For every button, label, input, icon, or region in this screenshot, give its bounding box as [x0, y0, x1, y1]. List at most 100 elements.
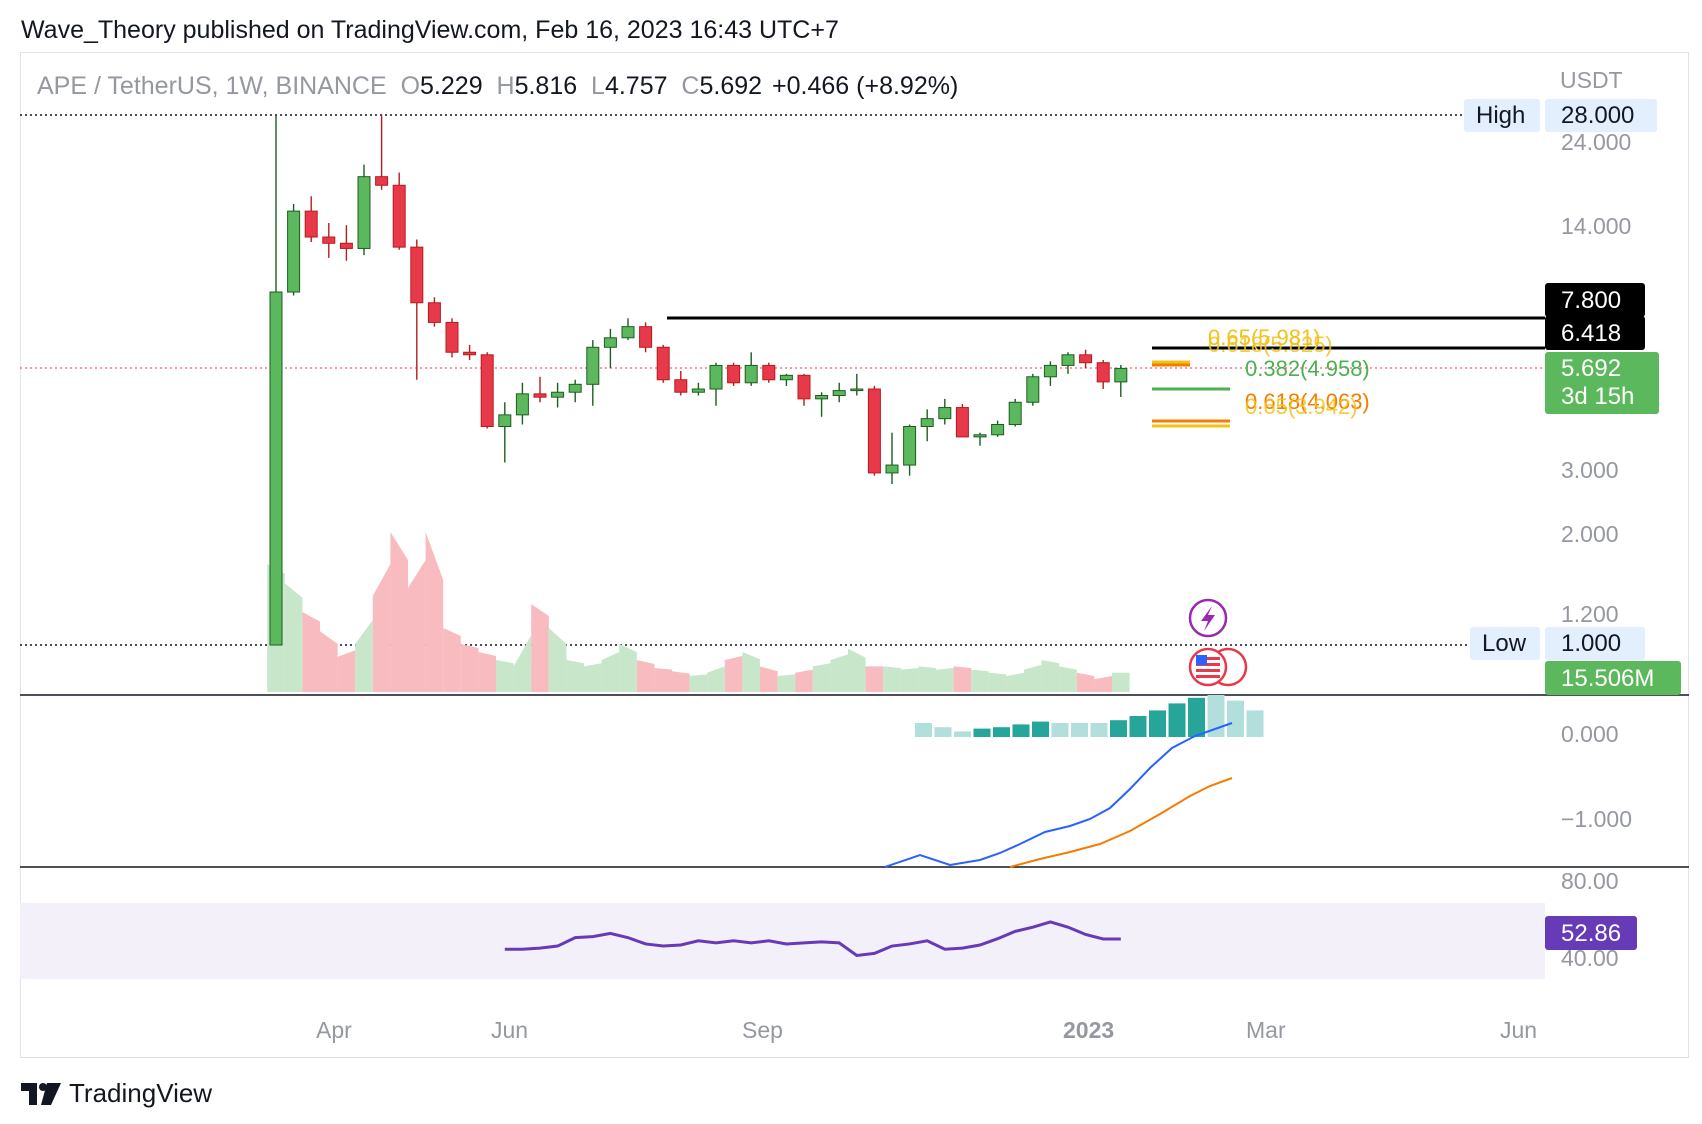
volume-segment — [372, 564, 391, 692]
macd-histogram-bar — [1246, 710, 1264, 737]
volume-segment — [408, 560, 426, 692]
candle-body — [727, 364, 741, 384]
volume-tag — [1545, 661, 1681, 695]
high-value: 5.816 — [514, 72, 578, 100]
candle-body — [955, 407, 969, 438]
symbol-name[interactable]: APE / TetherUS, 1W, BINANCE — [37, 72, 387, 100]
current-price-tag — [1545, 352, 1659, 414]
macd-histogram-bar — [1090, 723, 1108, 737]
volume-segment — [1094, 676, 1112, 692]
volume-segment — [390, 532, 408, 692]
volume-segment — [513, 635, 532, 692]
time-label-mar: Mar — [1246, 1017, 1286, 1043]
rsi-current-value: 52.86 — [1561, 920, 1621, 947]
time-label-2023: 2023 — [1063, 1017, 1114, 1043]
macd-histogram-bar — [1168, 703, 1186, 737]
macd-histogram-bar — [1012, 724, 1030, 737]
close-label: C — [681, 72, 700, 100]
candle-body — [832, 390, 846, 397]
volume-segment — [865, 666, 884, 692]
low-tag-label: Low — [1482, 630, 1527, 657]
volume-segment — [777, 674, 796, 692]
volume-segment — [812, 663, 831, 692]
candle-body — [973, 434, 987, 438]
volume-segment — [355, 620, 373, 692]
time-label-jun-2: Jun — [1500, 1017, 1537, 1043]
macd-signal-line — [1009, 777, 1233, 868]
volume-segment — [302, 612, 320, 692]
volume-segment — [953, 666, 972, 692]
volume-segment — [460, 644, 479, 692]
macd-histogram-bar — [954, 731, 971, 737]
candle-body — [269, 291, 283, 646]
fib-label-upper-b: 0.618(5.825) — [1208, 332, 1333, 357]
time-label-sep: Sep — [742, 1017, 783, 1043]
footer-brand[interactable]: TradingView — [21, 1078, 212, 1109]
low-value-box — [1545, 627, 1645, 660]
candle-body — [322, 236, 336, 244]
candle-body — [568, 383, 582, 393]
open-label: O — [400, 72, 421, 100]
volume-segment — [1112, 672, 1130, 692]
footer-brand-text: TradingView — [69, 1078, 213, 1108]
volume-segment — [425, 532, 444, 692]
level-tag-7800 — [1545, 283, 1645, 317]
volume-area — [267, 532, 1130, 692]
level-tag-7800-text: 7.800 — [1561, 287, 1621, 314]
high-tag-value: 28.000 — [1561, 102, 1634, 129]
volume-segment — [1059, 666, 1077, 692]
macd-histogram-bar — [1032, 721, 1049, 737]
candle-body — [779, 374, 793, 381]
candle-body — [938, 407, 952, 420]
lightning-event-icon[interactable] — [1188, 598, 1228, 638]
volume-segment — [900, 668, 919, 692]
change-value: +0.466 (+8.92%) — [772, 72, 959, 100]
price-label-14000: 14.000 — [1561, 213, 1631, 239]
fib-label-lower-b: 0.65(3.942) — [1245, 394, 1358, 419]
candle-body — [480, 354, 494, 428]
rsi-line — [504, 920, 1121, 958]
candle-body — [885, 464, 899, 474]
low-tag-value: 1.000 — [1561, 630, 1621, 657]
volume-segment — [1006, 672, 1024, 692]
candle-body — [1026, 376, 1040, 403]
candle-body — [339, 242, 353, 249]
candle-body — [1008, 401, 1022, 426]
volume-segment — [830, 654, 848, 692]
close-value: 5.692 — [699, 72, 763, 100]
us-flag-event-icon[interactable] — [1188, 647, 1248, 687]
candle-body — [533, 393, 547, 398]
candle-body — [375, 176, 389, 186]
candle-body — [498, 414, 512, 428]
candle-body — [392, 184, 406, 248]
candle-body — [603, 337, 617, 348]
volume-segment — [936, 668, 954, 692]
volume-segment — [636, 660, 655, 692]
candle-body — [691, 388, 705, 393]
rsi-band — [20, 903, 1545, 979]
macd-label-neg1: −1.000 — [1561, 806, 1632, 832]
level-tag-6418-text: 6.418 — [1561, 320, 1621, 347]
candle-body — [463, 351, 477, 356]
symbol-legend: APE / TetherUS, 1W, BINANCE O5.229 H5.81… — [37, 72, 958, 101]
volume-segment — [584, 663, 602, 692]
candle-body — [920, 418, 934, 428]
price-label-2000: 2.000 — [1561, 521, 1619, 547]
macd-label-0: 0.000 — [1561, 721, 1619, 747]
candle-body — [991, 424, 1005, 436]
macd-histogram-bar — [973, 728, 991, 737]
price-label-1200: 1.200 — [1561, 601, 1619, 627]
macd-histogram-bar — [1129, 716, 1147, 737]
price-label-24000: 24.000 — [1561, 129, 1631, 155]
macd-histogram-bar — [1051, 723, 1069, 737]
volume-segment — [320, 631, 338, 692]
volume-segment — [566, 660, 584, 692]
volume-segment — [988, 672, 1007, 692]
candle-body — [586, 346, 600, 385]
candlestick-series — [269, 115, 1128, 646]
candle-body — [797, 374, 811, 400]
volume-segment — [1024, 664, 1042, 692]
volume-segment — [443, 628, 461, 692]
macd-histogram-bar — [1071, 723, 1088, 737]
